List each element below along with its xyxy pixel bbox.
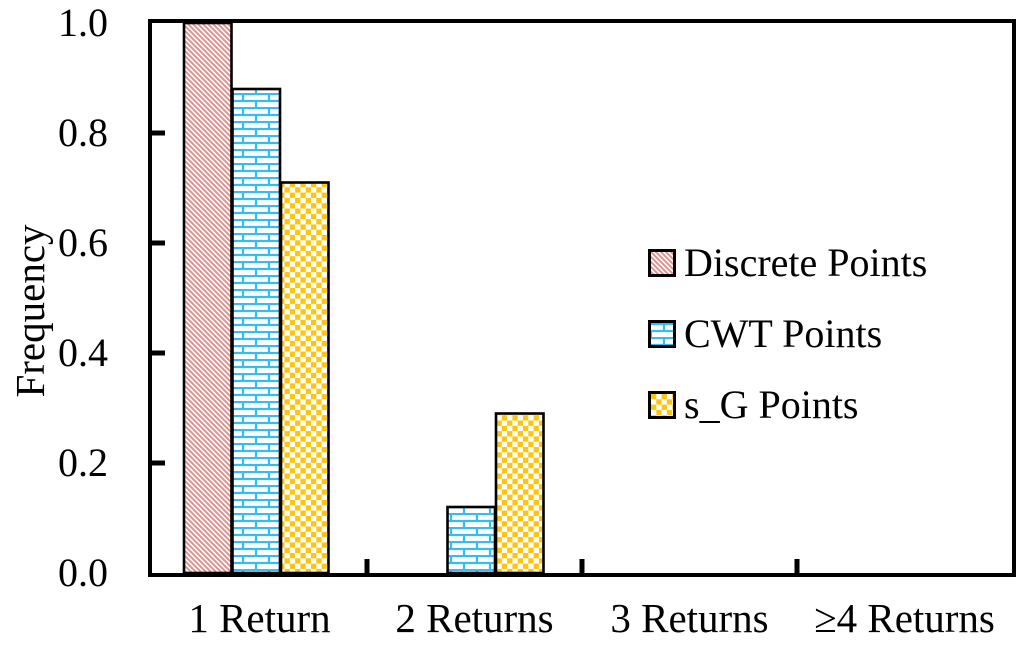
legend-entry-cwt-points: CWT Points xyxy=(648,298,927,369)
y-tick-label-0.4: 0.4 xyxy=(58,330,108,375)
y-axis-title: Frequency xyxy=(7,224,53,398)
legend-label: CWT Points xyxy=(684,310,883,356)
y-tick-label-0.8: 0.8 xyxy=(58,110,108,155)
plot-area xyxy=(152,23,800,573)
y-tick-label-0.2: 0.2 xyxy=(58,440,108,485)
x-tick-label-2-returns: 2 Returns xyxy=(395,595,554,641)
bar-cwt-points-1-return xyxy=(231,87,282,573)
x-tick-label-4-returns: ≥4 Returns xyxy=(814,595,995,641)
legend: Discrete Points CWT Points s_G Points xyxy=(648,227,927,440)
bar-s-g-points-1-return xyxy=(279,181,330,573)
y-tick-label-1.0: 1.0 xyxy=(58,0,108,45)
legend-entry-discrete-points: Discrete Points xyxy=(648,227,927,298)
legend-swatch-checker-icon xyxy=(648,390,676,419)
legend-swatch-diagonal-stripes-icon xyxy=(648,248,676,277)
bar-discrete-points-1-return xyxy=(182,23,233,573)
legend-label: s_G Points xyxy=(684,381,859,427)
x-tick-label-3-returns: 3 Returns xyxy=(610,595,769,641)
x-tick-label-1-return: 1 Return xyxy=(188,595,331,641)
bar-cwt-points-2-returns xyxy=(446,505,497,573)
y-tick-label-0.6: 0.6 xyxy=(58,220,108,265)
legend-label: Discrete Points xyxy=(684,239,928,285)
bar-s-g-points-2-returns xyxy=(494,412,545,573)
legend-entry-s-g-points: s_G Points xyxy=(648,369,927,440)
y-tick-label-0.0: 0.0 xyxy=(58,550,108,595)
legend-swatch-brick-icon xyxy=(648,319,676,348)
